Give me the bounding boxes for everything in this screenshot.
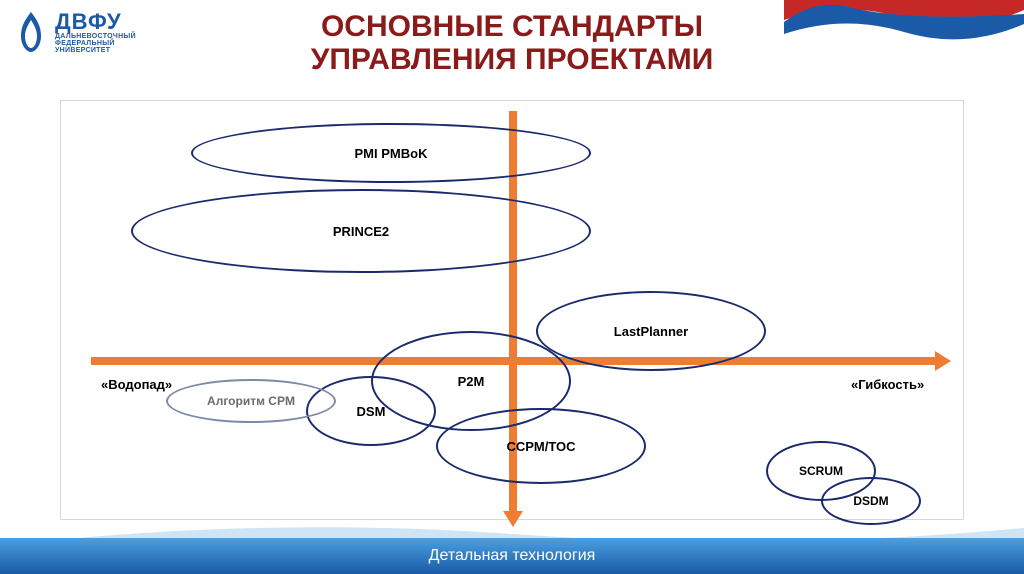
title-line1: ОСНОВНЫЕ СТАНДАРТЫ (321, 10, 703, 43)
quadrant-diagram: «Водопад» «Гибкость» PMI PMBoKPRINCE2 LastP… (60, 100, 964, 520)
title-line2: УПРАВЛЕНИЯ ПРОЕКТАМИ (311, 43, 714, 76)
axis-label-right: «Гибкость» (851, 377, 924, 392)
ellipse-lastplanner: LastPlanner (536, 291, 766, 371)
axis-arrow-right (935, 351, 951, 371)
ellipse-prince2: PRINCE2 (131, 189, 591, 273)
ellipse-pmbok: PMI PMBoK (191, 123, 591, 183)
slide-title: ОСНОВНЫЕ СТАНДАРТЫ УПРАВЛЕНИЯ ПРОЕКТАМИ (0, 10, 1024, 76)
slide: ДВФУ ДАЛЬНЕВОСТОЧНЫЙ ФЕДЕРАЛЬНЫЙ УНИВЕРС… (0, 0, 1024, 574)
footer-bar: Детальная технология (0, 538, 1024, 574)
footer-label: Детальная технология (429, 547, 596, 565)
ellipse-cpm: Алгоритм CPM (166, 379, 336, 423)
axis-label-left: «Водопад» (101, 377, 172, 392)
ellipse-ccpm: CCPM/TOC (436, 408, 646, 484)
